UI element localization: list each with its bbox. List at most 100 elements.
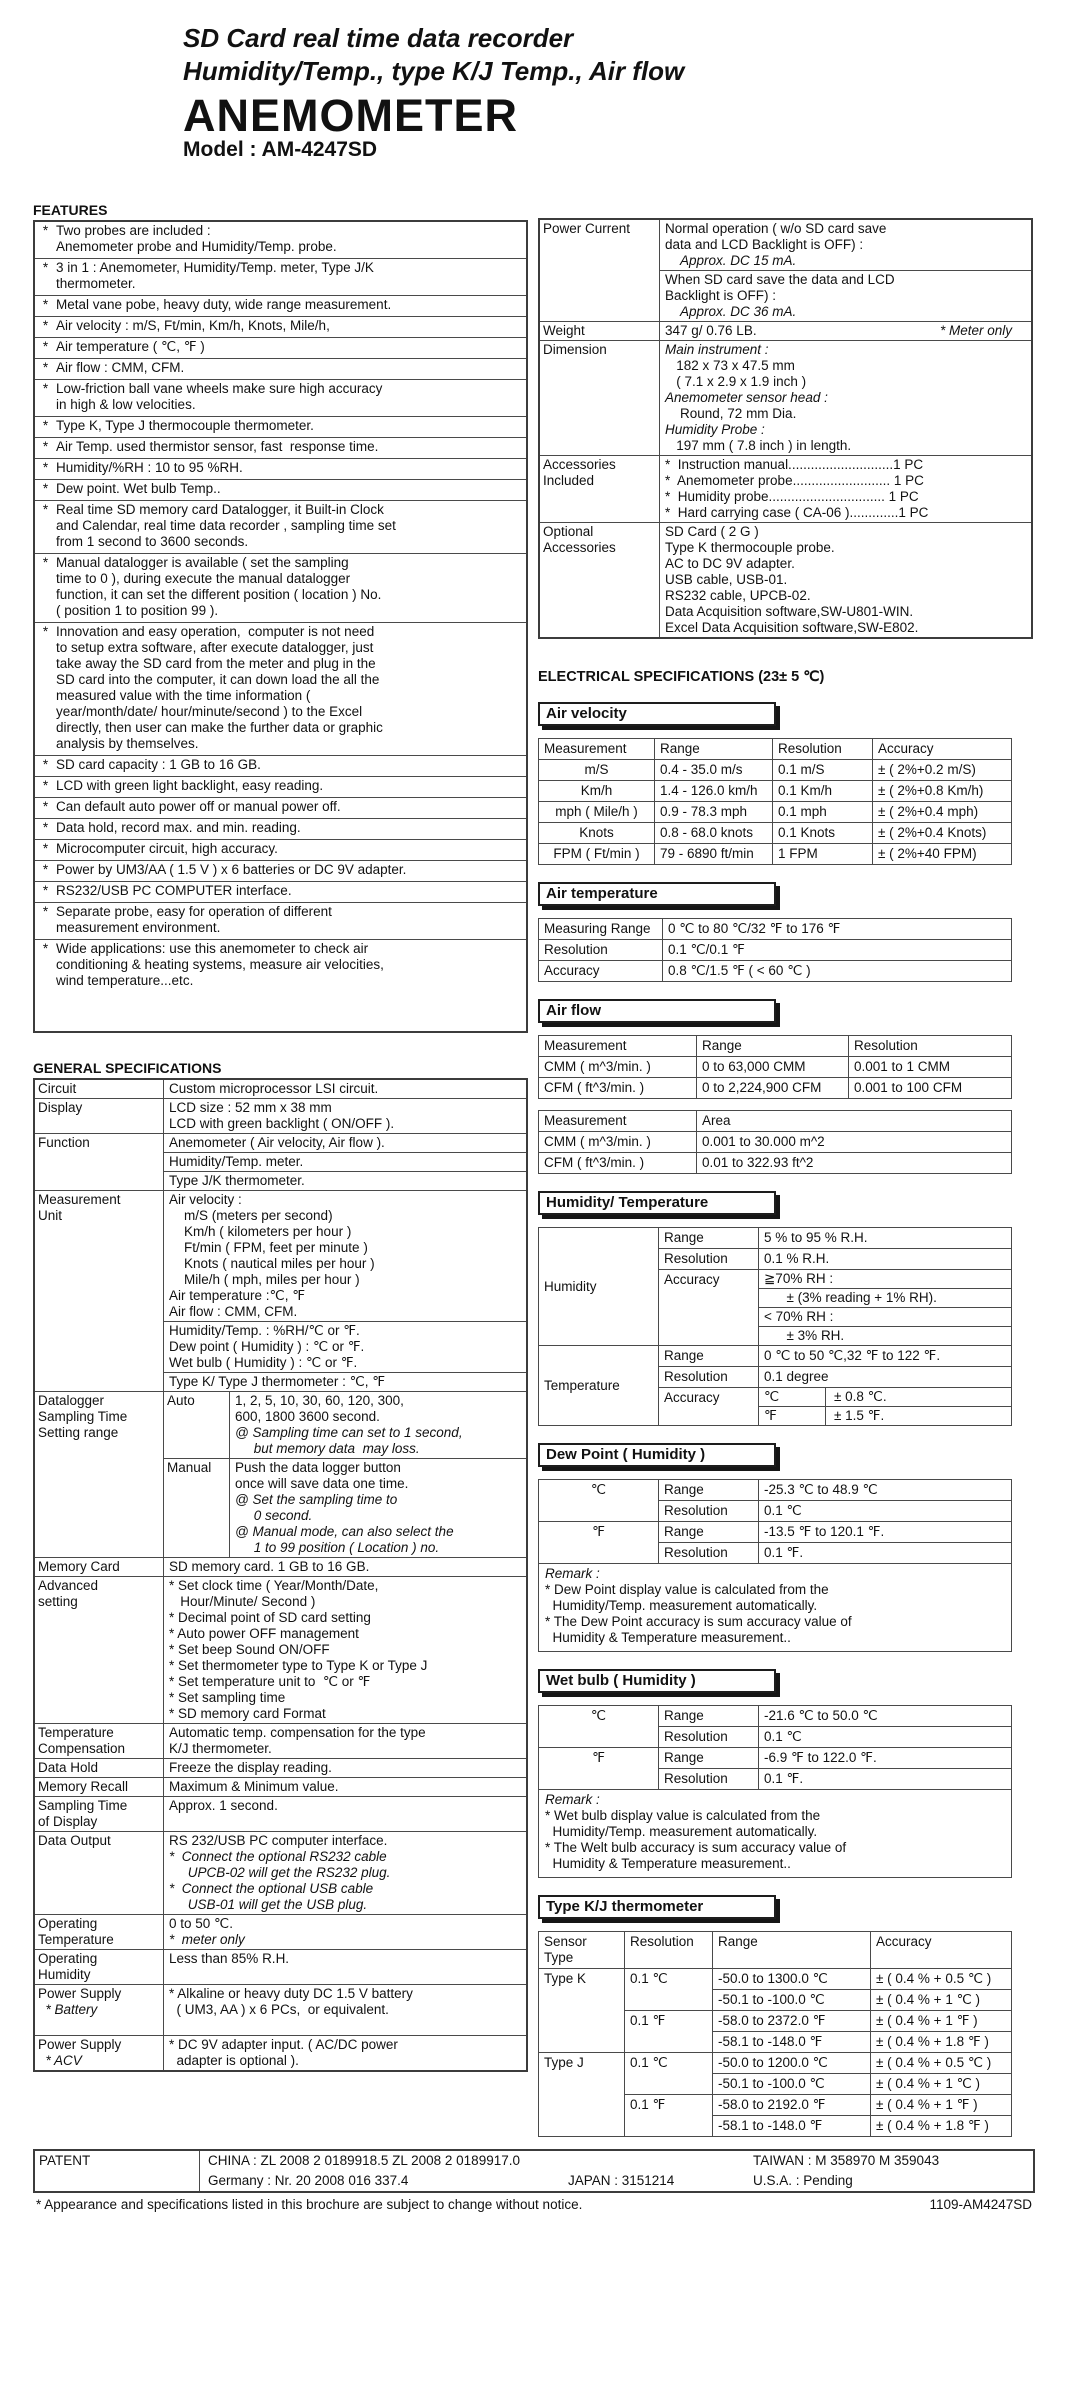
text-line: Anemometer probe and Humidity/Temp. prob… (56, 239, 337, 254)
feature-bullet: * (42, 941, 49, 956)
section-part: Sensor Type Resolution Range Accuracy Type K… (538, 1931, 1033, 2137)
table-cell: Accuracy (658, 1269, 759, 1346)
text-line: USB cable, USB-01. (665, 572, 788, 587)
feature-text: Low-friction ball vane wheels make sure … (56, 381, 524, 413)
feature-item: * Power by UM3/AA ( 1.5 V ) x 6 batteries… (35, 860, 526, 881)
doc-subtitle-line1: SD Card real time data recorder (183, 23, 574, 53)
patent-row: Germany : Nr. 20 2008 016 337.4 JAPAN : … (208, 2171, 1025, 2191)
text-line: * Set beep Sound ON/OFF (169, 1642, 330, 1657)
table-cell: 1 FPM (772, 843, 873, 865)
table-row: ℃ Range -25.3 ℃ to 48.9 ℃ (538, 1479, 1012, 1522)
model-number: Model : AM-4247SD (183, 138, 378, 161)
text-line: Dew point ( Humidity ) : ℃ or ℉. (169, 1339, 365, 1354)
feature-item: * Microcomputer circuit, high accuracy. (35, 839, 526, 860)
table-row: CMM ( m^3/min. ) 0 to 63,000 CMM 0.001 to … (538, 1056, 1012, 1078)
table-cell: ℉ (538, 1521, 659, 1564)
table-row: Circuit Custom microprocessor LSI circuit… (35, 1080, 526, 1098)
table-cell: 0.001 to 100 CFM (848, 1077, 1012, 1099)
feature-text: Air flow : CMM, CFM. (56, 360, 524, 376)
text-line: * Decimal point of SD card setting (169, 1610, 371, 1625)
text-line: Humidity/Temp. measurement automatically… (545, 1824, 818, 1839)
column-header: Area (696, 1110, 1012, 1132)
text-line: Accessories (543, 540, 616, 555)
text-line: Air temperature ( ℃, ℉ ) (56, 339, 205, 354)
row-value-cell: Maximum & Minimum value. (164, 1778, 526, 1796)
row-value-cell: * Meter only 347 g/ 0.76 LB. (660, 322, 1031, 340)
text-line: * Wet bulb display value is calculated f… (545, 1808, 821, 1823)
table-cell: 0.1 ℃ (758, 1500, 1012, 1522)
text-line: * meter only (169, 1932, 245, 1947)
text-line: * Dew Point display value is calculated … (545, 1582, 829, 1597)
text-line: Circuit (38, 1081, 77, 1096)
text-line: Air temperature :℃, ℉ (169, 1288, 306, 1303)
row-values: 0 to 50 ℃. * meter only (164, 1915, 526, 1949)
text-line: 600, 1800 3600 second. (235, 1409, 380, 1424)
patent-values: CHINA : ZL 2008 2 0189918.5 ZL 2008 2 01… (200, 2151, 1033, 2191)
table-cell: 5 % to 95 % R.H. (758, 1227, 1012, 1249)
feature-bullet: * (42, 381, 49, 396)
feature-text: 3 in 1 : Anemometer, Humidity/Temp. mete… (56, 260, 524, 292)
row-value-cell: Custom microprocessor LSI circuit. (164, 1080, 526, 1098)
text-line: * Hard carrying case ( CA-06 )..........… (665, 505, 929, 520)
table-row: Accuracy ℃ ± 0.8 ℃. ℉ ± 1.5 ℉. (539, 1387, 1012, 1426)
feature-bullet: * (42, 460, 49, 475)
text-line: 3 in 1 : Anemometer, Humidity/Temp. mete… (56, 260, 374, 275)
physical-specs-table: Power Current Normal operation ( w/o SD c… (538, 218, 1033, 639)
spec-section: Air flow Measurement Range Resolution CMM ( … (538, 999, 1033, 1174)
text-line: Approx. DC 15 mA. (665, 253, 1026, 269)
table-cell: Range (658, 1747, 759, 1769)
table-cell: 0.1 ℃ (758, 1726, 1012, 1748)
row-value-cell: RS 232/USB PC computer interface. * Conne… (164, 1832, 526, 1914)
row-label: Function (35, 1134, 164, 1190)
row-value-cell: LCD size : 52 mm x 38 mm LCD with green b… (164, 1099, 526, 1133)
text-line: AC to DC 9V adapter. (665, 556, 795, 571)
text-line: Approx. 1 second. (169, 1798, 278, 1813)
text-line: Metal vane pobe, heavy duty, wide range … (56, 297, 392, 312)
text-line: Low-friction ball vane wheels make sure … (56, 381, 383, 396)
table-row: Dimension Main instrument : 182 x 73 x 47… (540, 340, 1031, 455)
table-row: Accuracy ≧70% RH : ± (3% reading + 1% RH)… (539, 1269, 1012, 1346)
data-table: Measurement Area CMM ( m^3/min. ) 0.001 to … (538, 1110, 1012, 1174)
text-line: ( 7.1 x 2.9 x 1.9 inch ) (665, 374, 807, 389)
table-row: Accuracy 0.8 ℃/1.5 ℉ ( < 60 ℃ ) (538, 960, 1012, 982)
text-line: Power Current (543, 221, 631, 236)
text-line: and Calendar, real time data recorder , … (56, 518, 396, 533)
table-cell: -58.1 to -148.0 ℉ (712, 2115, 871, 2137)
text-line: Main instrument : (665, 342, 1026, 358)
table-row: ℃ Range -21.6 ℃ to 50.0 ℃ (538, 1705, 1012, 1748)
footer-doc-code: 1109-AM4247SD (929, 2197, 1032, 2212)
text-line: LCD with green backlight ( ON/OFF ). (169, 1116, 395, 1131)
table-row: m/S 0.4 - 35.0 m/s 0.1 m/S ± ( 2%+0.2 m/S) (538, 759, 1012, 781)
header-row: Measurement Area (538, 1110, 1012, 1132)
text-line: * Set sampling time (169, 1690, 286, 1705)
text-line: measurement environment. (56, 920, 221, 935)
table-cell: CMM ( m^3/min. ) (538, 1131, 697, 1153)
general-specs-heading: GENERAL SPECIFICATIONS (33, 1060, 222, 1076)
table-cell: Range (658, 1521, 759, 1543)
text-line: SD card capacity : 1 GB to 16 GB. (56, 757, 261, 772)
table-cell: 0 ℃ to 80 ℃/32 ℉ to 176 ℉ (662, 918, 1012, 940)
text-line: @ Sampling time can set to 1 second, (235, 1425, 521, 1441)
patent-table: PATENT CHINA : ZL 2008 2 0189918.5 ZL 20… (33, 2149, 1035, 2193)
table-row: 0.1 ℉ -58.0 to 2192.0 ℉ ± ( 0.4 % + 1 ℉ ) (539, 2094, 1012, 2137)
text-line: * DC 9V adapter input. ( AC/DC power (169, 2037, 398, 2052)
table-cell: 0.1 ℉ (624, 2010, 713, 2053)
text-line: * meter only (169, 1932, 521, 1948)
section-tab: Type K/J thermometer (538, 1895, 776, 1919)
section-tab: Air flow (538, 999, 776, 1023)
feature-bullet: * (42, 481, 49, 496)
text-line: Main instrument : (665, 342, 769, 357)
text-line: 197 mm ( 7.8 inch ) in length. (665, 438, 852, 453)
table-row: ℉ Range -13.5 ℉ to 120.1 ℉. (538, 1521, 1012, 1564)
table-row: ℉ Range -6.9 ℉ to 122.0 ℉. (538, 1747, 1012, 1790)
header-row: Sensor Type Resolution Range Accuracy (538, 1931, 1012, 1969)
feature-text: Manual datalogger is available ( set the… (56, 555, 524, 619)
sub-cell: ± 3% RH. (759, 1326, 1011, 1345)
feature-text: Microcomputer circuit, high accuracy. (56, 841, 524, 857)
table-cell: 0.1 degree (758, 1366, 1012, 1388)
table-cell: Measuring Range (538, 918, 663, 940)
row-label: Advanced setting (35, 1577, 164, 1723)
table-row: Temperature Range 0 ℃ to 50 ℃,32 ℉ to 122 … (538, 1345, 1012, 1426)
text-line: Remark : (545, 1566, 1005, 1582)
remark-block: Remark : * Wet bulb display value is calc… (538, 1789, 1012, 1878)
